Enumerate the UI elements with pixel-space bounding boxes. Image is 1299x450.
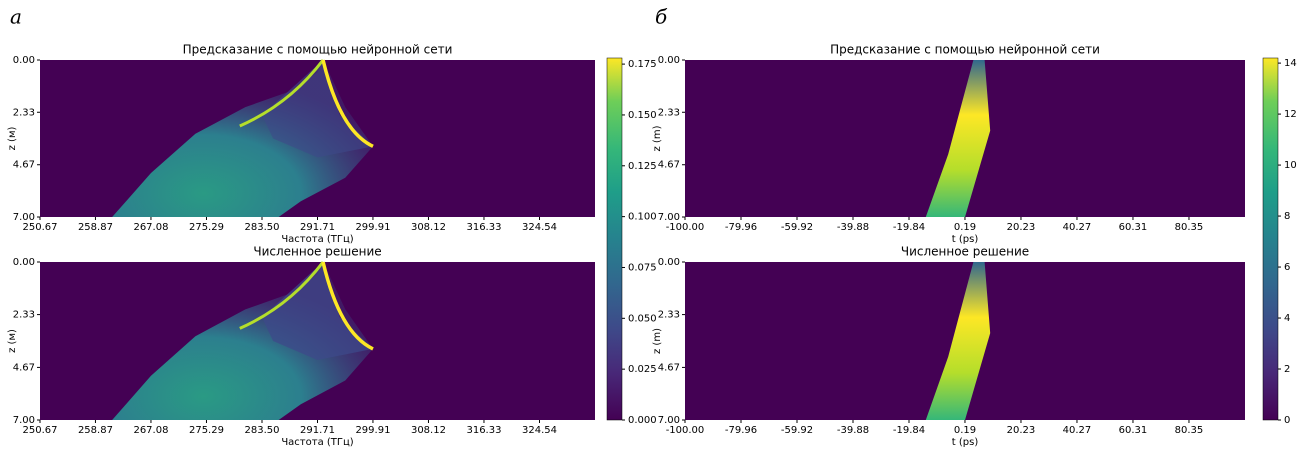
x-tick-label: -19.84 xyxy=(893,425,925,436)
x-tick-label: -79.96 xyxy=(725,425,757,436)
y-tick-label: 4.67 xyxy=(658,160,680,171)
colorbar-tick-label: 0 xyxy=(1284,415,1290,426)
heat-ridge xyxy=(239,261,325,330)
colorbar-tick-label: 0.050 xyxy=(628,313,657,324)
x-tick-label: 80.35 xyxy=(1175,222,1204,233)
x-tick-label: 275.29 xyxy=(189,425,224,436)
x-tick-label: 40.27 xyxy=(1063,425,1092,436)
x-tick-label: 283.50 xyxy=(244,425,279,436)
x-tick-label: 308.12 xyxy=(411,425,446,436)
x-tick-label: 20.23 xyxy=(1007,425,1036,436)
x-tick-label: 324.54 xyxy=(522,425,557,436)
y-tick-label: 7.00 xyxy=(658,415,680,426)
colorbar-tick-label: 8 xyxy=(1284,211,1290,222)
colorbar xyxy=(606,57,623,421)
x-tick-label: 283.50 xyxy=(244,222,279,233)
heat-ridge xyxy=(321,261,374,351)
colorbar-tick-label: 12 xyxy=(1284,109,1297,120)
x-tick-label: 324.54 xyxy=(522,222,557,233)
y-axis-label: z (м) xyxy=(7,127,18,151)
x-tick-label: 299.91 xyxy=(355,222,390,233)
y-axis-label: z (м) xyxy=(7,329,18,353)
colorbar-tick-label: 0.025 xyxy=(628,364,657,375)
x-tick-label: 275.29 xyxy=(189,222,224,233)
x-tick-label: -59.92 xyxy=(781,222,813,233)
y-tick-label: 0.00 xyxy=(658,55,680,66)
x-tick-label: -79.96 xyxy=(725,222,757,233)
panel-title: Численное решение xyxy=(901,245,1029,259)
x-tick-label: 258.87 xyxy=(78,222,113,233)
x-tick-label: 316.33 xyxy=(466,425,501,436)
panel-title: Предсказание с помощью нейронной сети xyxy=(830,43,1100,57)
x-tick-label: -100.00 xyxy=(666,425,705,436)
x-tick-label: 60.31 xyxy=(1119,425,1148,436)
colorbar-tick-label: 0.150 xyxy=(628,110,657,121)
y-tick-label: 0.00 xyxy=(13,257,35,268)
panel-label: б xyxy=(655,5,668,29)
x-tick-label: -59.92 xyxy=(781,425,813,436)
x-tick-label: 250.67 xyxy=(23,222,58,233)
y-tick-label: 4.67 xyxy=(13,160,35,171)
x-tick-label: 250.67 xyxy=(23,425,58,436)
x-tick-label: -100.00 xyxy=(666,222,705,233)
panel-title: Численное решение xyxy=(253,245,381,259)
x-tick-label: 60.31 xyxy=(1119,222,1148,233)
colorbar-tick-label: 0.175 xyxy=(628,59,657,70)
x-axis-label: Частота (ТГц) xyxy=(281,437,353,448)
y-tick-label: 2.33 xyxy=(658,310,680,321)
x-tick-label: 0.19 xyxy=(954,222,976,233)
heat-region xyxy=(262,60,373,158)
x-tick-label: 40.27 xyxy=(1063,222,1092,233)
x-tick-label: 316.33 xyxy=(466,222,501,233)
heat-ridge xyxy=(239,59,325,128)
heat-ridge xyxy=(321,59,374,148)
y-tick-label: 7.00 xyxy=(13,212,35,223)
x-tick-label: 258.87 xyxy=(78,425,113,436)
y-axis-label: z (m) xyxy=(652,125,663,151)
x-tick-label: -19.84 xyxy=(893,222,925,233)
x-tick-label: -39.88 xyxy=(837,222,869,233)
colorbar-tick-label: 0.000 xyxy=(628,415,657,426)
heat-region xyxy=(925,262,991,420)
x-axis-label: t (ps) xyxy=(952,234,979,245)
x-tick-label: 291.71 xyxy=(300,222,335,233)
y-tick-label: 4.67 xyxy=(13,362,35,373)
colorbar-tick-label: 0.100 xyxy=(628,212,657,223)
x-tick-label: 20.23 xyxy=(1007,222,1036,233)
colorbar-tick-label: 14 xyxy=(1284,58,1297,69)
y-tick-label: 0.00 xyxy=(13,55,35,66)
colorbar-tick-label: 0.125 xyxy=(628,161,657,172)
x-tick-label: -39.88 xyxy=(837,425,869,436)
colorbar-tick-label: 0.075 xyxy=(628,262,657,273)
heat-region xyxy=(925,60,991,217)
colorbar-tick-label: 10 xyxy=(1284,160,1297,171)
x-tick-label: 291.71 xyxy=(300,425,335,436)
y-tick-label: 7.00 xyxy=(13,415,35,426)
y-tick-label: 2.33 xyxy=(13,310,35,321)
x-tick-label: 308.12 xyxy=(411,222,446,233)
colorbar-tick-label: 2 xyxy=(1284,364,1290,375)
colorbar-tick-label: 6 xyxy=(1284,262,1290,273)
x-axis-label: Частота (ТГц) xyxy=(281,234,353,245)
y-tick-label: 4.67 xyxy=(658,362,680,373)
x-tick-label: 267.08 xyxy=(133,222,168,233)
x-axis-label: t (ps) xyxy=(952,437,979,448)
y-tick-label: 0.00 xyxy=(658,257,680,268)
x-tick-label: 299.91 xyxy=(355,425,390,436)
y-axis-label: z (m) xyxy=(652,328,663,354)
x-tick-label: 80.35 xyxy=(1175,425,1204,436)
y-tick-label: 7.00 xyxy=(658,212,680,223)
colorbar-tick-label: 4 xyxy=(1284,313,1290,324)
heat-region xyxy=(262,262,373,360)
y-tick-label: 2.33 xyxy=(658,107,680,118)
x-tick-label: 267.08 xyxy=(133,425,168,436)
x-tick-label: 0.19 xyxy=(954,425,976,436)
colorbar xyxy=(1262,57,1279,421)
panel-title: Предсказание с помощью нейронной сети xyxy=(183,43,453,57)
y-tick-label: 2.33 xyxy=(13,107,35,118)
panel-label: а xyxy=(10,5,22,29)
